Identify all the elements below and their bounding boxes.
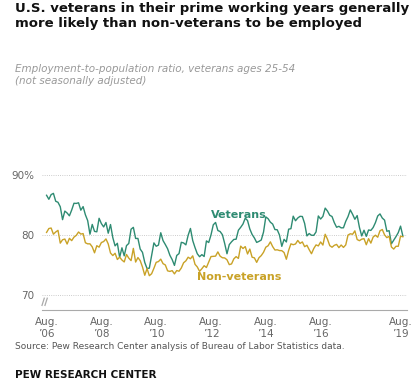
Text: Veterans: Veterans [211,210,267,220]
Text: Non-veterans: Non-veterans [197,272,282,282]
Text: Source: Pew Research Center analysis of Bureau of Labor Statistics data.: Source: Pew Research Center analysis of … [15,342,344,351]
Text: U.S. veterans in their prime working years generally
more likely than non-vetera: U.S. veterans in their prime working yea… [15,2,409,31]
Text: Employment-to-population ratio, veterans ages 25-54
(not seasonally adjusted): Employment-to-population ratio, veterans… [15,64,295,86]
Text: PEW RESEARCH CENTER: PEW RESEARCH CENTER [15,370,156,380]
